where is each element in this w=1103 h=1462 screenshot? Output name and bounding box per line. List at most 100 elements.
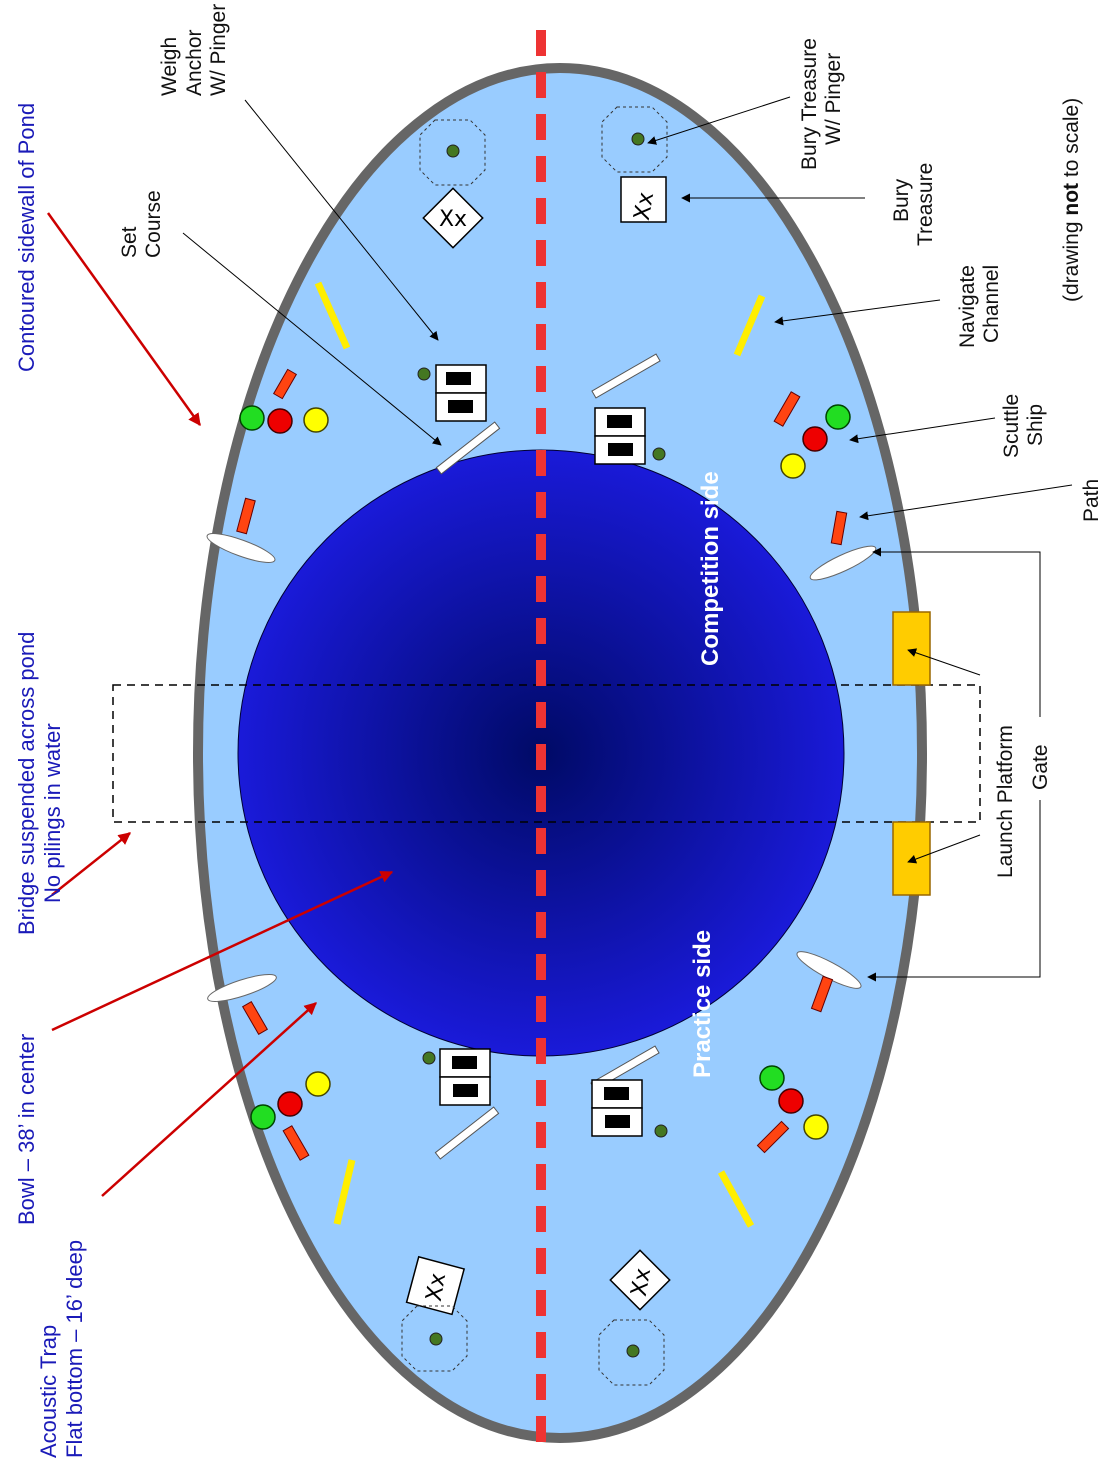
buoy-green [250,1104,276,1130]
gate-bracket-bottom [867,800,1041,982]
label-bury-line2: Treasure [914,163,937,246]
anchor-box [591,1079,643,1137]
anchor-box [439,1048,491,1106]
path-marker [773,391,801,427]
path-marker [236,497,256,535]
pinger [652,447,666,461]
treasure-box [609,1249,671,1311]
octagon-zone [419,119,486,186]
treasure-mark-group: Xx [422,1271,451,1303]
treasure-box [422,187,484,249]
buoy-red [277,1091,303,1117]
label-bury-pinger-line2: W/ Pinger [822,53,845,145]
octagon-zone [401,1305,468,1372]
label-navigate-line2: Channel [980,265,1003,343]
treasure-mark: Xx [439,207,467,232]
pinger [626,1344,640,1358]
arrow-path [859,484,1073,521]
label-bury-line1: Bury [890,178,913,222]
path-marker [810,975,834,1013]
path-marker [282,1125,310,1161]
buoy-red [802,426,828,452]
label-weigh-anchor-line1: Weigh [158,37,181,96]
label-launch-platform: Launch Platform [994,725,1017,878]
buoy-yellow [303,407,329,433]
arrow-scuttle [849,417,996,444]
treasure-mark: Xx [422,1271,451,1303]
start-dock [207,974,277,1002]
gate-bar [591,353,661,399]
arrow-trap [101,1002,317,1197]
gate-bar [434,1106,500,1160]
arrow-bury-pinger [647,96,791,145]
pinger [417,367,431,381]
treasure-box [405,1255,466,1316]
treasure-mark-group: Xx [627,1266,656,1298]
path-marker [241,1000,269,1036]
label-trap-line1: Acoustic Trap [36,1325,61,1458]
buoy-green [759,1065,785,1091]
arrow-navigate [774,299,941,326]
label-scale-note: (drawing not to scale) [1060,98,1083,302]
arrow-bowl [51,870,394,1032]
buoy-red [778,1088,804,1114]
path-marker [272,368,298,400]
pinger [654,1124,668,1138]
anchor-box [435,364,487,422]
label-weigh-anchor-line3: W/ Pinger [207,4,230,96]
path-marker [830,510,848,546]
label-scuttle-line1: Scuttle [1000,394,1023,458]
label-navigate-line1: Navigate [956,265,979,348]
buoy-red [267,408,293,434]
arrow-launch-top [907,648,981,676]
buoy-green [239,405,265,431]
gate-bar [435,421,501,475]
launch-platform-bottom [892,821,931,896]
label-bridge-line1: Bridge suspended across pond [14,632,39,935]
channel-marker [733,294,766,357]
octagon-zone [601,106,668,173]
label-path: Path [1080,479,1103,522]
label-bury-pinger-line1: Bury Treasure [798,38,821,170]
label-bridge-line2: No pilings in water [40,723,65,903]
label-sidewall: Contoured sidewall of Pond [14,103,39,372]
treasure-mark: Xx [630,190,659,222]
path-marker [756,1120,790,1154]
treasure-mark-group: Xx [630,190,659,222]
arrow-launch-bottom [907,834,981,864]
label-set-course-line2: Course [142,190,165,258]
arrow-sidewall [46,212,202,427]
launch-platform-top [892,611,931,686]
channel-marker [314,281,351,350]
arrow-set-course [182,232,442,446]
channel-marker [333,1159,356,1225]
treasure-box [620,176,667,223]
buoy-green [825,404,851,430]
gate-bracket-top [872,547,1041,717]
label-weigh-anchor-line2: Anchor [183,29,206,96]
buoy-yellow [780,453,806,479]
pinger [631,132,645,146]
label-scuttle-line2: Ship [1024,404,1047,446]
anchor-box [594,407,646,465]
buoy-yellow [803,1114,829,1140]
buoy-yellow [305,1071,331,1097]
start-dock [206,533,276,563]
label-competition-side: Competition side [697,471,724,666]
pinger [446,144,460,158]
treasure-mark: Xx [627,1266,656,1298]
pinger [422,1051,436,1065]
arrow-weigh-anchor [244,99,439,341]
label-bowl: Bowl – 38’ in center [14,1034,39,1225]
bridge-outline [112,684,981,823]
label-trap-line2: Flat bottom – 16’ deep [62,1240,87,1458]
pinger [429,1332,443,1346]
octagon-zone [598,1319,665,1386]
channel-marker [717,1170,755,1228]
label-practice-side: Practice side [689,930,716,1078]
label-gate: Gate [1029,744,1052,790]
arrow-bridge [51,832,131,896]
label-set-course-line1: Set [118,226,141,258]
